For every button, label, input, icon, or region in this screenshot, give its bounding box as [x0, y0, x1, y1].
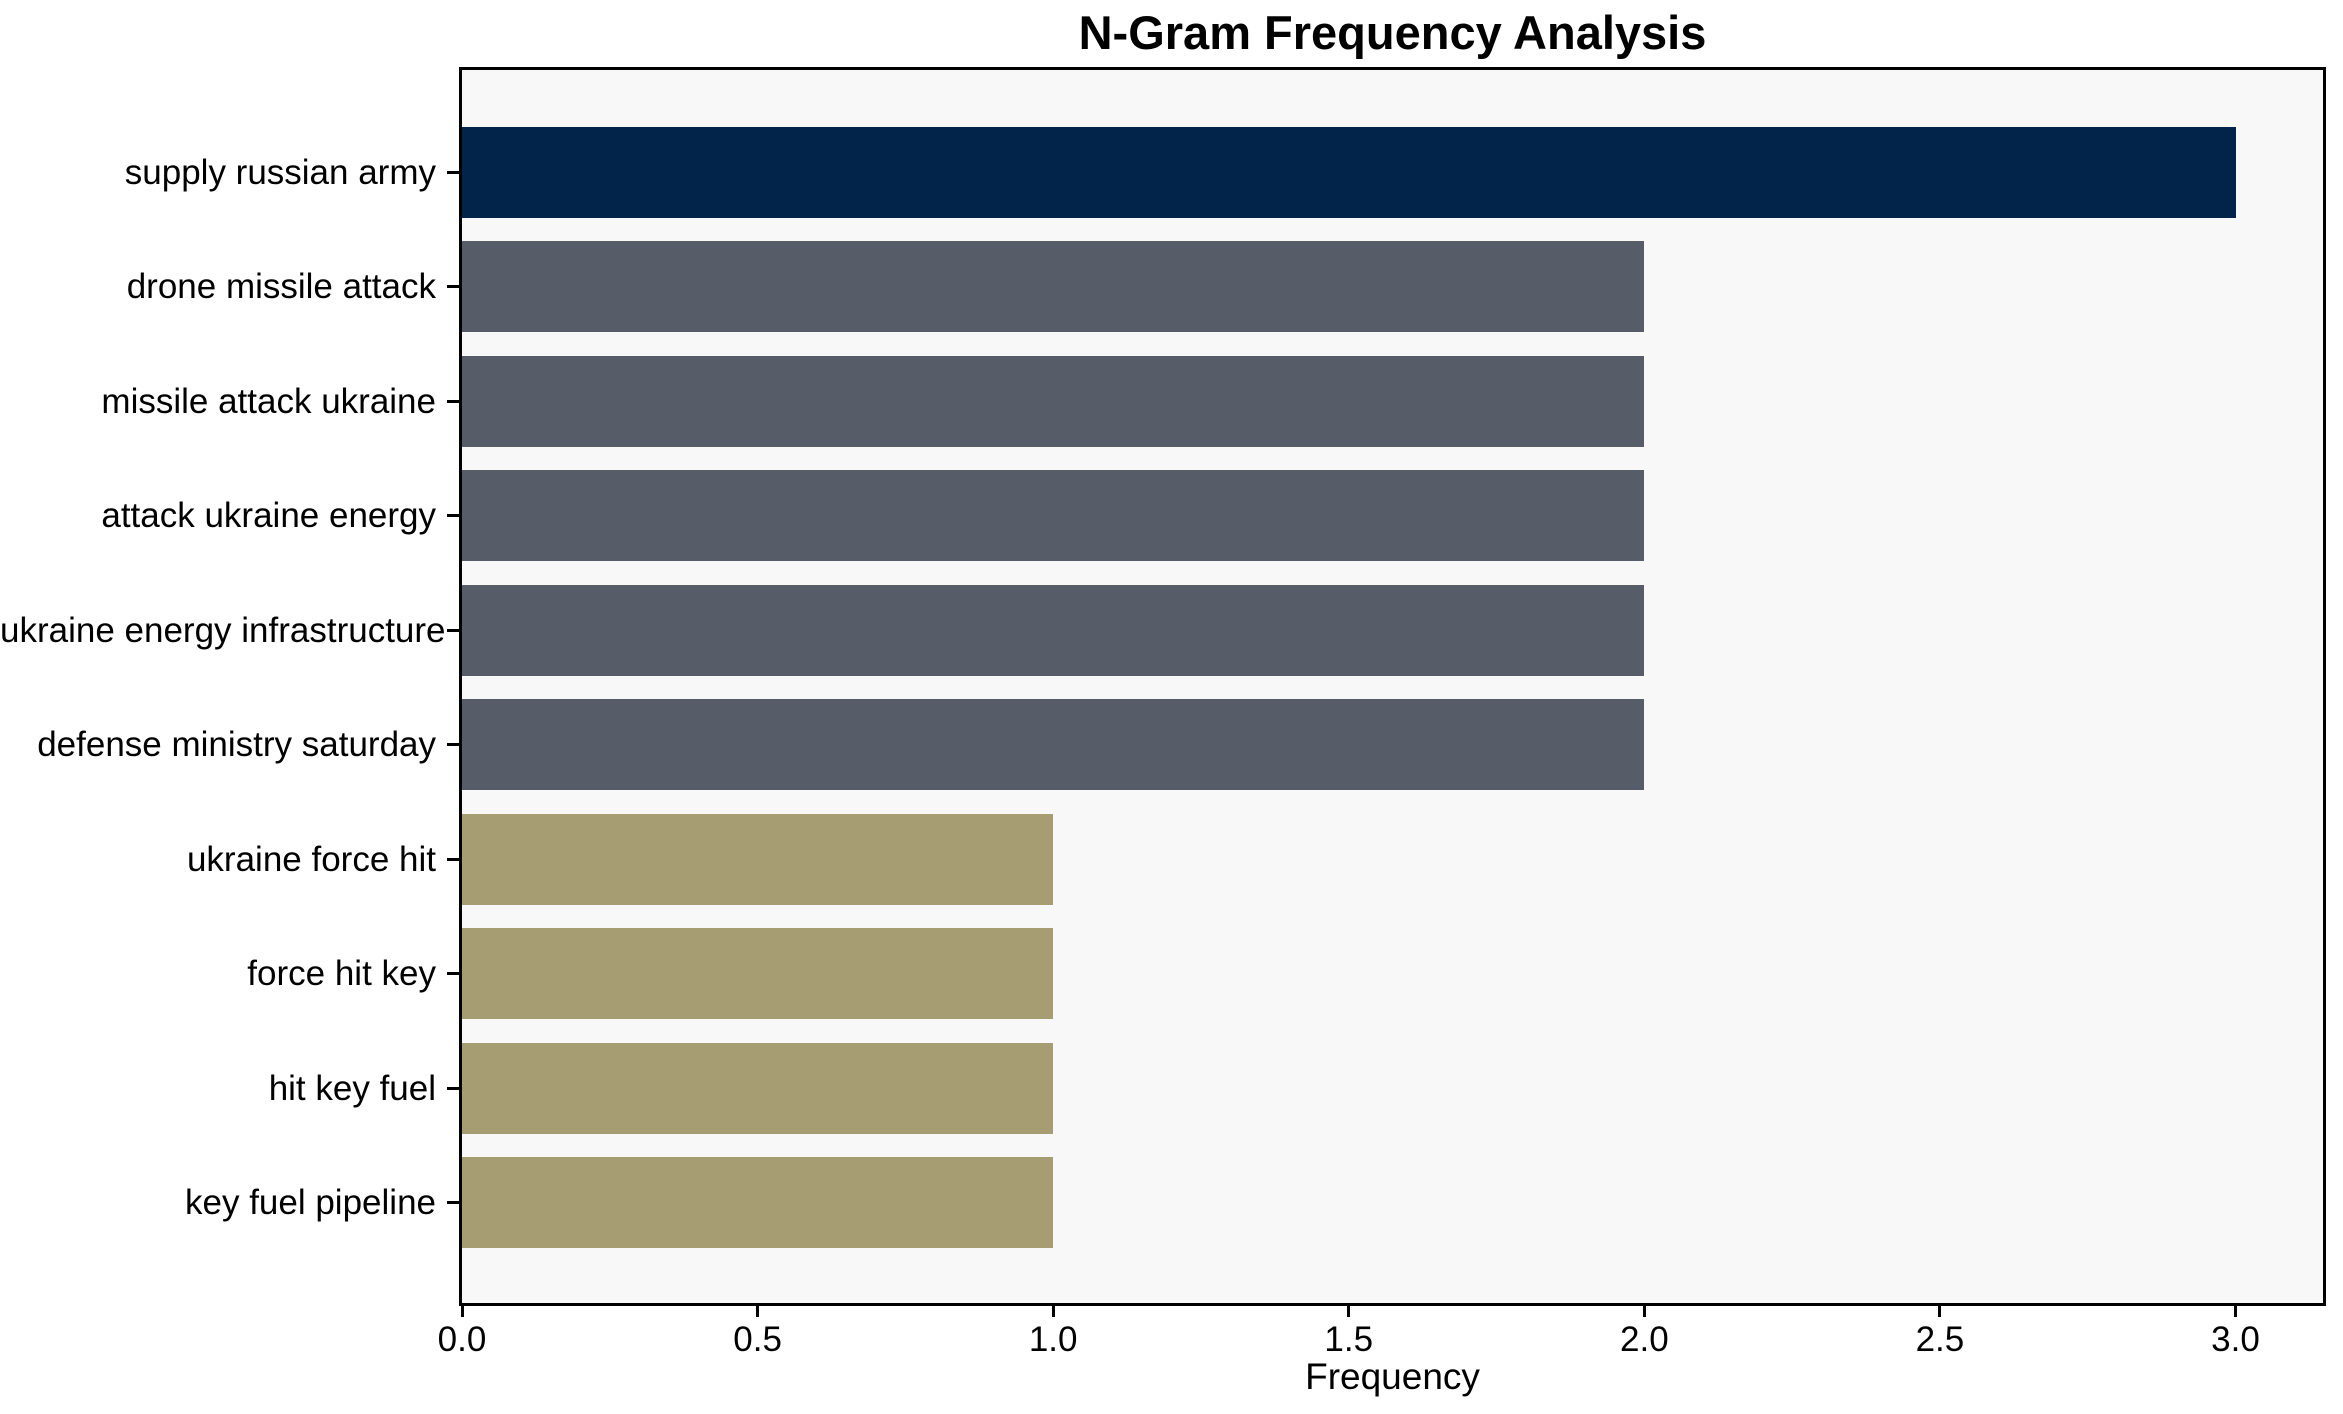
x-tick-mark [1938, 1303, 1942, 1317]
x-axis-title: Frequency [1305, 1356, 1480, 1397]
x-tick-label: 1.0 [1028, 1320, 1078, 1359]
x-tick-label: 1.5 [1324, 1320, 1374, 1359]
x-tick-label: 0.0 [437, 1320, 487, 1359]
bar [462, 1156, 1054, 1248]
x-tick-mark [1642, 1303, 1646, 1317]
y-axis-label: key fuel pipeline [185, 1182, 436, 1222]
x-tick-label: 3.0 [2211, 1320, 2260, 1359]
x-tick-label: 2.0 [1620, 1320, 1669, 1359]
x-tick-label: 0.5 [733, 1320, 782, 1359]
y-axis-label: hit key fuel [268, 1068, 436, 1108]
y-tick-mark [447, 514, 462, 518]
y-axis-label: supply russian army [124, 153, 436, 192]
y-axis-label: ukraine force hit [186, 839, 436, 879]
y-tick-mark [447, 628, 462, 632]
y-tick-mark [447, 972, 462, 976]
y-axis-label: attack ukraine energy [101, 496, 436, 536]
bar [462, 127, 2236, 218]
y-tick-mark [447, 285, 462, 289]
y-axis-label: defense ministry saturday [37, 725, 436, 765]
bar [462, 584, 1645, 676]
y-axis-label: drone missile attack [126, 267, 436, 307]
bar [462, 813, 1054, 905]
y-tick-mark [447, 399, 462, 403]
y-tick-mark [447, 171, 462, 174]
x-tick-label: 2.5 [1915, 1320, 1965, 1359]
chart-title: N-Gram Frequency Analysis [1078, 6, 1707, 59]
bar [462, 355, 1645, 447]
y-tick-mark [447, 1200, 462, 1204]
bar [462, 241, 1645, 333]
bar [462, 1042, 1054, 1134]
y-axis-label: ukraine energy infrastructure [0, 610, 446, 650]
y-axis-label: missile attack ukraine [101, 381, 436, 421]
y-axis-label: force hit key [247, 954, 436, 994]
x-tick-mark [756, 1303, 760, 1317]
bar [462, 699, 1645, 791]
x-tick-mark [460, 1303, 464, 1317]
x-tick-mark [1347, 1303, 1351, 1317]
bar [462, 470, 1645, 562]
x-tick-mark [1051, 1303, 1055, 1317]
y-tick-mark [447, 1086, 462, 1090]
bar [462, 928, 1054, 1020]
x-tick-mark [2234, 1303, 2237, 1317]
y-tick-mark [447, 743, 462, 747]
y-tick-mark [447, 857, 462, 861]
